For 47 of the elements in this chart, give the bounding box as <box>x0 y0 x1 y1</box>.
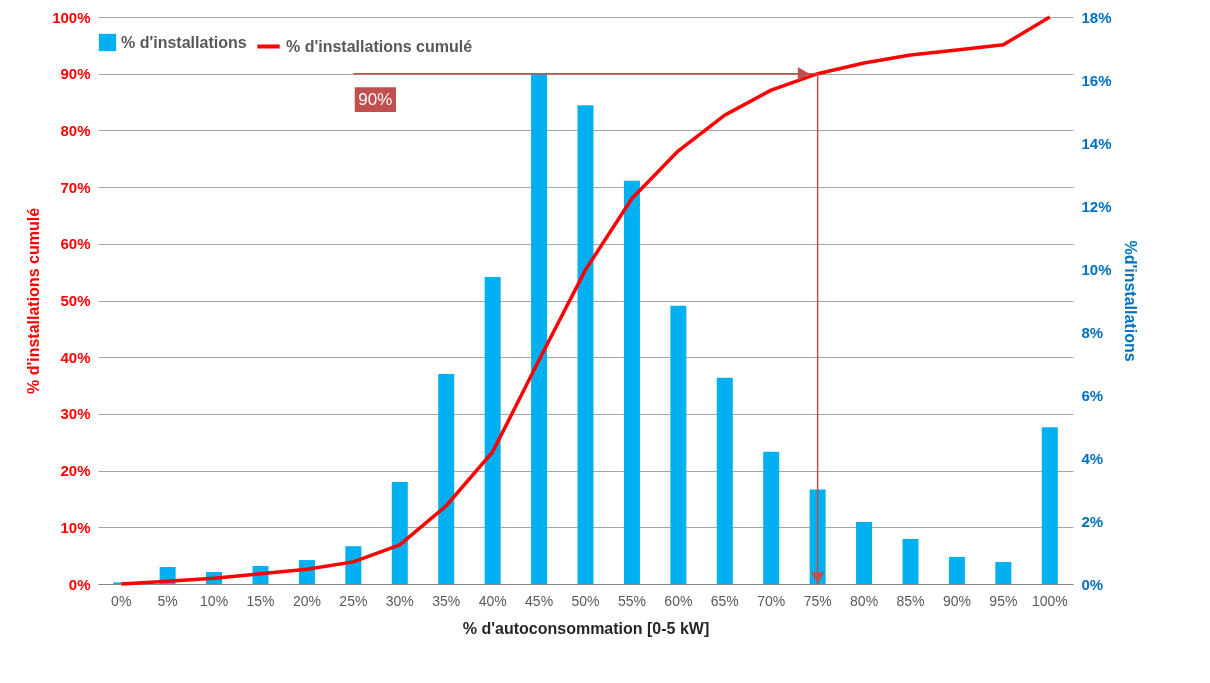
y-tick-label: 70% <box>60 178 91 196</box>
x-tick-label: 65% <box>710 592 739 609</box>
y-tick-label: 80% <box>60 121 91 139</box>
y2-tick-label: 4% <box>1081 449 1104 467</box>
y-tick-label: 30% <box>60 405 91 423</box>
y2-tick-label: 16% <box>1081 71 1112 89</box>
x-tick-label: 40% <box>478 592 507 609</box>
y-tick-label: 0% <box>68 575 91 593</box>
y-tick-label: 60% <box>60 235 91 253</box>
x-tick-label: 95% <box>989 592 1018 609</box>
x-tick-label: 0% <box>111 592 132 609</box>
y-tick-label: 20% <box>60 462 91 480</box>
x-tick-label: 80% <box>850 592 879 609</box>
x-tick-label: 45% <box>525 592 554 609</box>
y-tick-label: 40% <box>60 348 91 366</box>
x-tick-label: 50% <box>571 592 600 609</box>
x-tick-label: 75% <box>803 592 832 609</box>
y-tick-label: 50% <box>60 292 91 309</box>
y2-tick-label: 10% <box>1081 260 1112 278</box>
x-tick-label: 20% <box>292 592 321 609</box>
y-axis-title: % d'installations cumulé <box>25 207 43 395</box>
x-tick-label: 30% <box>385 592 414 609</box>
y2-tick-label: 12% <box>1081 197 1112 215</box>
y-tick-label: 10% <box>60 518 91 536</box>
y2-tick-label: 14% <box>1081 134 1112 152</box>
x-tick-label: 85% <box>896 592 925 609</box>
legend-label: % d'installations cumulé <box>286 37 473 55</box>
x-tick-label: 70% <box>757 592 786 609</box>
y2-axis-title: %d'installations <box>1121 240 1139 362</box>
x-tick-label: 5% <box>157 592 178 609</box>
x-tick-label: 60% <box>664 592 693 609</box>
y2-tick-label: 2% <box>1081 512 1104 530</box>
y2-tick-label: 6% <box>1081 386 1104 404</box>
x-tick-label: 10% <box>200 592 229 609</box>
y-tick-label: 90% <box>60 65 91 83</box>
x-tick-label: 15% <box>246 592 275 609</box>
legend-label: % d'installations <box>121 33 247 51</box>
x-axis-title: % d'autoconsommation [0-5 kW] <box>462 619 710 637</box>
y2-tick-label: 0% <box>1081 575 1104 593</box>
x-tick-label: 100% <box>1031 592 1068 609</box>
y-tick-label: 100% <box>52 8 91 26</box>
y2-tick-label: 8% <box>1081 323 1104 341</box>
x-tick-label: 55% <box>617 592 646 609</box>
y2-tick-label: 18% <box>1081 8 1112 26</box>
x-tick-label: 90% <box>942 592 971 609</box>
x-tick-label: 25% <box>339 592 368 609</box>
x-tick-label: 35% <box>432 592 461 609</box>
